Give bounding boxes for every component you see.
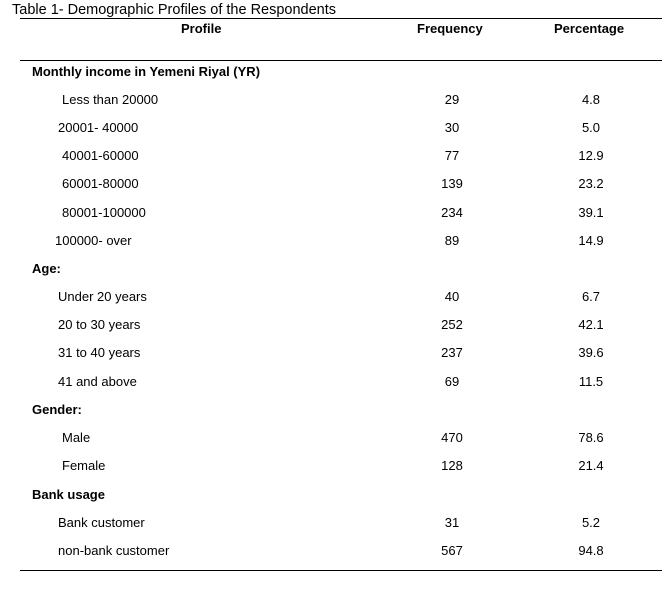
row-label: 41 and above (58, 374, 137, 389)
row-frequency: 31 (444, 515, 460, 530)
row-frequency: 77 (444, 148, 460, 163)
row-frequency: 69 (444, 374, 460, 389)
header-profile: Profile (181, 21, 222, 36)
row-percentage: 21.4 (578, 458, 604, 473)
row-frequency: 128 (441, 458, 463, 473)
row-percentage: 42.1 (578, 317, 604, 332)
row-label: Less than 20000 (62, 92, 159, 107)
row-percentage: 5.0 (581, 120, 601, 135)
row-label: 31 to 40 years (58, 345, 141, 360)
row-percentage: 4.8 (581, 92, 601, 107)
row-label: 40001-60000 (62, 148, 139, 163)
table-row: Male 470 78.6 (0, 428, 672, 448)
row-frequency: 470 (441, 430, 463, 445)
section-row-income: Monthly income in Yemeni Riyal (YR) (0, 62, 672, 82)
header-rule (20, 60, 662, 61)
row-label: 20001- 40000 (58, 120, 139, 135)
row-label: 80001-100000 (62, 205, 146, 220)
table-row: 60001-80000 139 23.2 (0, 174, 672, 194)
row-percentage: 23.2 (578, 176, 604, 191)
table-row: 31 to 40 years 237 39.6 (0, 343, 672, 363)
section-row-gender: Gender: (0, 400, 672, 420)
row-percentage: 12.9 (578, 148, 604, 163)
table-top-rule (20, 18, 662, 19)
row-frequency: 234 (441, 205, 463, 220)
row-frequency: 252 (441, 317, 463, 332)
table-row: 100000- over 89 14.9 (0, 231, 672, 251)
header-frequency: Frequency (417, 21, 483, 36)
row-label: Female (62, 458, 106, 473)
table-row: Bank customer 31 5.2 (0, 513, 672, 533)
row-frequency: 30 (444, 120, 460, 135)
row-percentage: 6.7 (581, 289, 601, 304)
table-row: 41 and above 69 11.5 (0, 372, 672, 392)
row-label: non-bank customer (58, 543, 170, 558)
row-percentage: 39.1 (578, 205, 604, 220)
header-percentage: Percentage (554, 21, 625, 36)
table-row: 80001-100000 234 39.1 (0, 203, 672, 223)
table-caption: Table 1- Demographic Profiles of the Res… (12, 2, 337, 18)
table-row: non-bank customer 567 94.8 (0, 541, 672, 561)
table-row: Under 20 years 40 6.7 (0, 287, 672, 307)
row-percentage: 78.6 (578, 430, 604, 445)
row-label: 100000- over (55, 233, 132, 248)
row-percentage: 11.5 (578, 374, 604, 389)
table-row: 20 to 30 years 252 42.1 (0, 315, 672, 335)
table-row: Less than 20000 29 4.8 (0, 90, 672, 110)
row-percentage: 5.2 (581, 515, 601, 530)
row-percentage: 14.9 (578, 233, 604, 248)
row-label: 60001-80000 (62, 176, 139, 191)
section-row-bank: Bank usage (0, 485, 672, 505)
row-percentage: 39.6 (578, 345, 604, 360)
table-row: 40001-60000 77 12.9 (0, 146, 672, 166)
row-frequency: 29 (444, 92, 460, 107)
section-title-age: Age: (32, 261, 61, 276)
section-row-age: Age: (0, 259, 672, 279)
row-frequency: 89 (444, 233, 460, 248)
section-title-income: Monthly income in Yemeni Riyal (YR) (32, 64, 261, 79)
row-label: Male (62, 430, 91, 445)
table-row: 20001- 40000 30 5.0 (0, 118, 672, 138)
table-bottom-rule (20, 570, 662, 571)
section-title-bank: Bank usage (32, 487, 105, 502)
table-row: Female 128 21.4 (0, 456, 672, 476)
row-frequency: 40 (444, 289, 460, 304)
row-frequency: 567 (441, 543, 463, 558)
row-percentage: 94.8 (578, 543, 604, 558)
row-label: Bank customer (58, 515, 145, 530)
row-label: Under 20 years (58, 289, 147, 304)
row-frequency: 237 (441, 345, 463, 360)
row-frequency: 139 (441, 176, 463, 191)
row-label: 20 to 30 years (58, 317, 141, 332)
section-title-gender: Gender: (32, 402, 82, 417)
